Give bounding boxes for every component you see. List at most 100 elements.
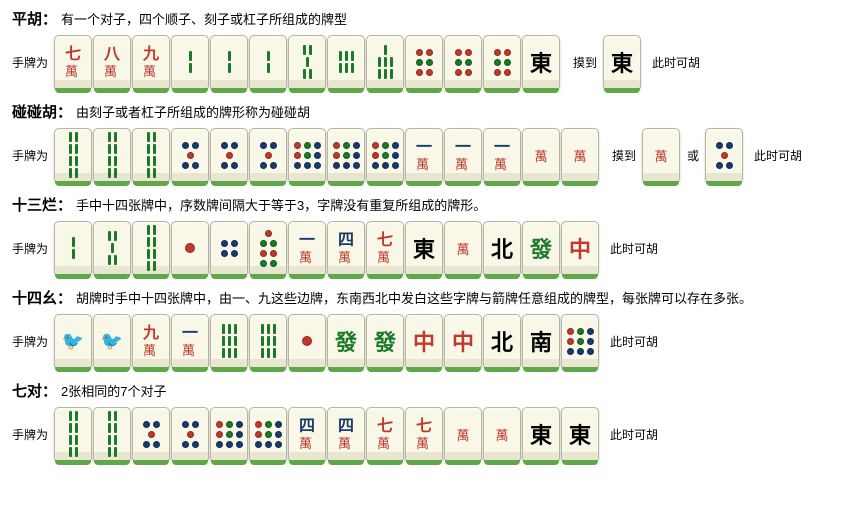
mahjong-tile-b8 bbox=[132, 128, 170, 182]
section-desc: 由刻子或者杠子所组成的牌形称为碰碰胡 bbox=[76, 105, 310, 120]
mahjong-tile-b8 bbox=[54, 128, 92, 182]
mahjong-tile-east: 東 bbox=[522, 407, 560, 461]
mahjong-tile-red: 中 bbox=[405, 314, 443, 368]
mahjong-tile-w7: 七萬 bbox=[366, 407, 404, 461]
hand-label: 手牌为 bbox=[12, 54, 48, 71]
mahjong-tile-b5 bbox=[288, 35, 326, 89]
mahjong-tile-b8 bbox=[54, 407, 92, 461]
section-desc: 有一个对子，四个顺子、刻子或杠子所组成的牌型 bbox=[61, 12, 347, 27]
mahjong-tile-d9 bbox=[249, 407, 287, 461]
or-label: 或 bbox=[687, 147, 699, 164]
section-1: 碰碰胡：由刻子或者杠子所组成的牌形称为碰碰胡手牌为一萬一萬一萬萬萬摸到萬或此时可… bbox=[12, 101, 848, 182]
mahjong-tile-d7 bbox=[249, 221, 287, 275]
mahjong-tile-green: 發 bbox=[366, 314, 404, 368]
mahjong-tile-w7: 七萬 bbox=[366, 221, 404, 275]
mahjong-tile-white: 萬 bbox=[561, 128, 599, 182]
section-title: 十四幺： bbox=[12, 290, 72, 307]
draw-label: 摸到 bbox=[612, 147, 636, 164]
section-desc: 手中十四张牌中，序数牌间隔大于等于3，字牌没有重复所组成的牌形。 bbox=[76, 198, 486, 213]
mahjong-tile-d6 bbox=[405, 35, 443, 89]
mahjong-tile-w4: 四萬 bbox=[288, 407, 326, 461]
mahjong-tile-b5 bbox=[93, 221, 131, 275]
section-title: 十三烂： bbox=[12, 197, 72, 214]
mahjong-tile-b6 bbox=[327, 35, 365, 89]
mahjong-tile-w1: 一萬 bbox=[444, 128, 482, 182]
mahjong-tile-south: 南 bbox=[522, 314, 560, 368]
mahjong-tile-w1: 一萬 bbox=[171, 314, 209, 368]
canwin-label: 此时可胡 bbox=[610, 426, 658, 443]
hand-label: 手牌为 bbox=[12, 147, 48, 164]
hand-label: 手牌为 bbox=[12, 240, 48, 257]
mahjong-tile-north: 北 bbox=[483, 314, 521, 368]
mahjong-tile-red: 中 bbox=[444, 314, 482, 368]
mahjong-tile-white: 萬 bbox=[444, 407, 482, 461]
hand-tiles: 一萬四萬七萬東萬北發中 bbox=[54, 221, 600, 275]
mahjong-tile-white: 萬 bbox=[642, 128, 680, 182]
hand-label: 手牌为 bbox=[12, 333, 48, 350]
mahjong-tile-w9: 九萬 bbox=[132, 314, 170, 368]
mahjong-tile-w7: 七萬 bbox=[405, 407, 443, 461]
hand-tiles: 一萬一萬一萬萬萬 bbox=[54, 128, 600, 182]
section-0: 平胡：有一个对子，四个顺子、刻子或杠子所组成的牌型手牌为七萬八萬九萬東摸到東此时… bbox=[12, 8, 848, 89]
mahjong-tile-b2 bbox=[171, 35, 209, 89]
canwin-label: 此时可胡 bbox=[610, 333, 658, 350]
mahjong-tile-w1: 一萬 bbox=[405, 128, 443, 182]
mahjong-tile-d1 bbox=[171, 221, 209, 275]
mahjong-tile-d9 bbox=[561, 314, 599, 368]
canwin-label: 此时可胡 bbox=[754, 147, 802, 164]
mahjong-tile-b8 bbox=[93, 407, 131, 461]
mahjong-tile-b9 bbox=[249, 314, 287, 368]
mahjong-tile-b2 bbox=[210, 35, 248, 89]
section-title: 碰碰胡： bbox=[12, 104, 72, 121]
mahjong-tile-d4 bbox=[210, 221, 248, 275]
mahjong-tile-d6 bbox=[483, 35, 521, 89]
mahjong-tile-d5 bbox=[249, 128, 287, 182]
mahjong-tile-green: 發 bbox=[522, 221, 560, 275]
mahjong-tile-west: 萬 bbox=[444, 221, 482, 275]
mahjong-tile-d5 bbox=[210, 128, 248, 182]
mahjong-tile-east: 東 bbox=[405, 221, 443, 275]
mahjong-tile-green: 發 bbox=[327, 314, 365, 368]
section-3: 十四幺： 胡牌时手中十四张牌中，由一、九这些边牌，东南西北中发白这些字牌与箭牌任意… bbox=[12, 287, 848, 368]
mahjong-tile-b1: 🐦 bbox=[93, 314, 131, 368]
section-4: 七对：2张相同的7个对子手牌为四萬四萬七萬七萬萬萬東東此时可胡 bbox=[12, 380, 848, 461]
mahjong-tile-d9 bbox=[288, 128, 326, 182]
hand-tiles: 七萬八萬九萬 東 bbox=[54, 35, 561, 89]
section-desc: 2张相同的7个对子 bbox=[61, 384, 166, 399]
mahjong-tile-white: 萬 bbox=[522, 128, 560, 182]
mahjong-tile-b7 bbox=[366, 35, 404, 89]
mahjong-tile-w1: 一萬 bbox=[288, 221, 326, 275]
mahjong-tile-d5 bbox=[705, 128, 743, 182]
hand-tiles: 🐦🐦九萬一萬發發中中北南 bbox=[54, 314, 600, 368]
mahjong-tile-w1: 一萬 bbox=[483, 128, 521, 182]
mahjong-tile-d5 bbox=[171, 407, 209, 461]
section-desc: 胡牌时手中十四张牌中，由一、九这些边牌，东南西北中发白这些字牌与箭牌任意组成的牌… bbox=[76, 291, 752, 306]
mahjong-tile-east: 東 bbox=[603, 35, 641, 89]
section-title: 七对： bbox=[12, 383, 57, 400]
draw-tiles: 萬 bbox=[642, 128, 681, 182]
canwin-label: 此时可胡 bbox=[652, 54, 700, 71]
section-2: 十三烂：手中十四张牌中，序数牌间隔大于等于3，字牌没有重复所组成的牌形。手牌为一… bbox=[12, 194, 848, 275]
mahjong-tile-north: 北 bbox=[483, 221, 521, 275]
hand-label: 手牌为 bbox=[12, 426, 48, 443]
section-title: 平胡： bbox=[12, 11, 57, 28]
mahjong-tile-white: 萬 bbox=[483, 407, 521, 461]
mahjong-tile-b2 bbox=[249, 35, 287, 89]
canwin-label: 此时可胡 bbox=[610, 240, 658, 257]
mahjong-tile-d1 bbox=[288, 314, 326, 368]
mahjong-tile-w7: 七萬 bbox=[54, 35, 92, 89]
mahjong-tile-b1: 🐦 bbox=[54, 314, 92, 368]
mahjong-tile-d9 bbox=[366, 128, 404, 182]
draw-tiles: 東 bbox=[603, 35, 642, 89]
mahjong-tile-east: 東 bbox=[561, 407, 599, 461]
extra-tiles bbox=[705, 128, 744, 182]
mahjong-tile-east: 東 bbox=[522, 35, 560, 89]
mahjong-tile-w9: 九萬 bbox=[132, 35, 170, 89]
mahjong-tile-w8: 八萬 bbox=[93, 35, 131, 89]
mahjong-tile-b8 bbox=[93, 128, 131, 182]
mahjong-tile-d9 bbox=[210, 407, 248, 461]
mahjong-tile-b2 bbox=[54, 221, 92, 275]
draw-label: 摸到 bbox=[573, 54, 597, 71]
mahjong-tile-red: 中 bbox=[561, 221, 599, 275]
hand-tiles: 四萬四萬七萬七萬萬萬東東 bbox=[54, 407, 600, 461]
